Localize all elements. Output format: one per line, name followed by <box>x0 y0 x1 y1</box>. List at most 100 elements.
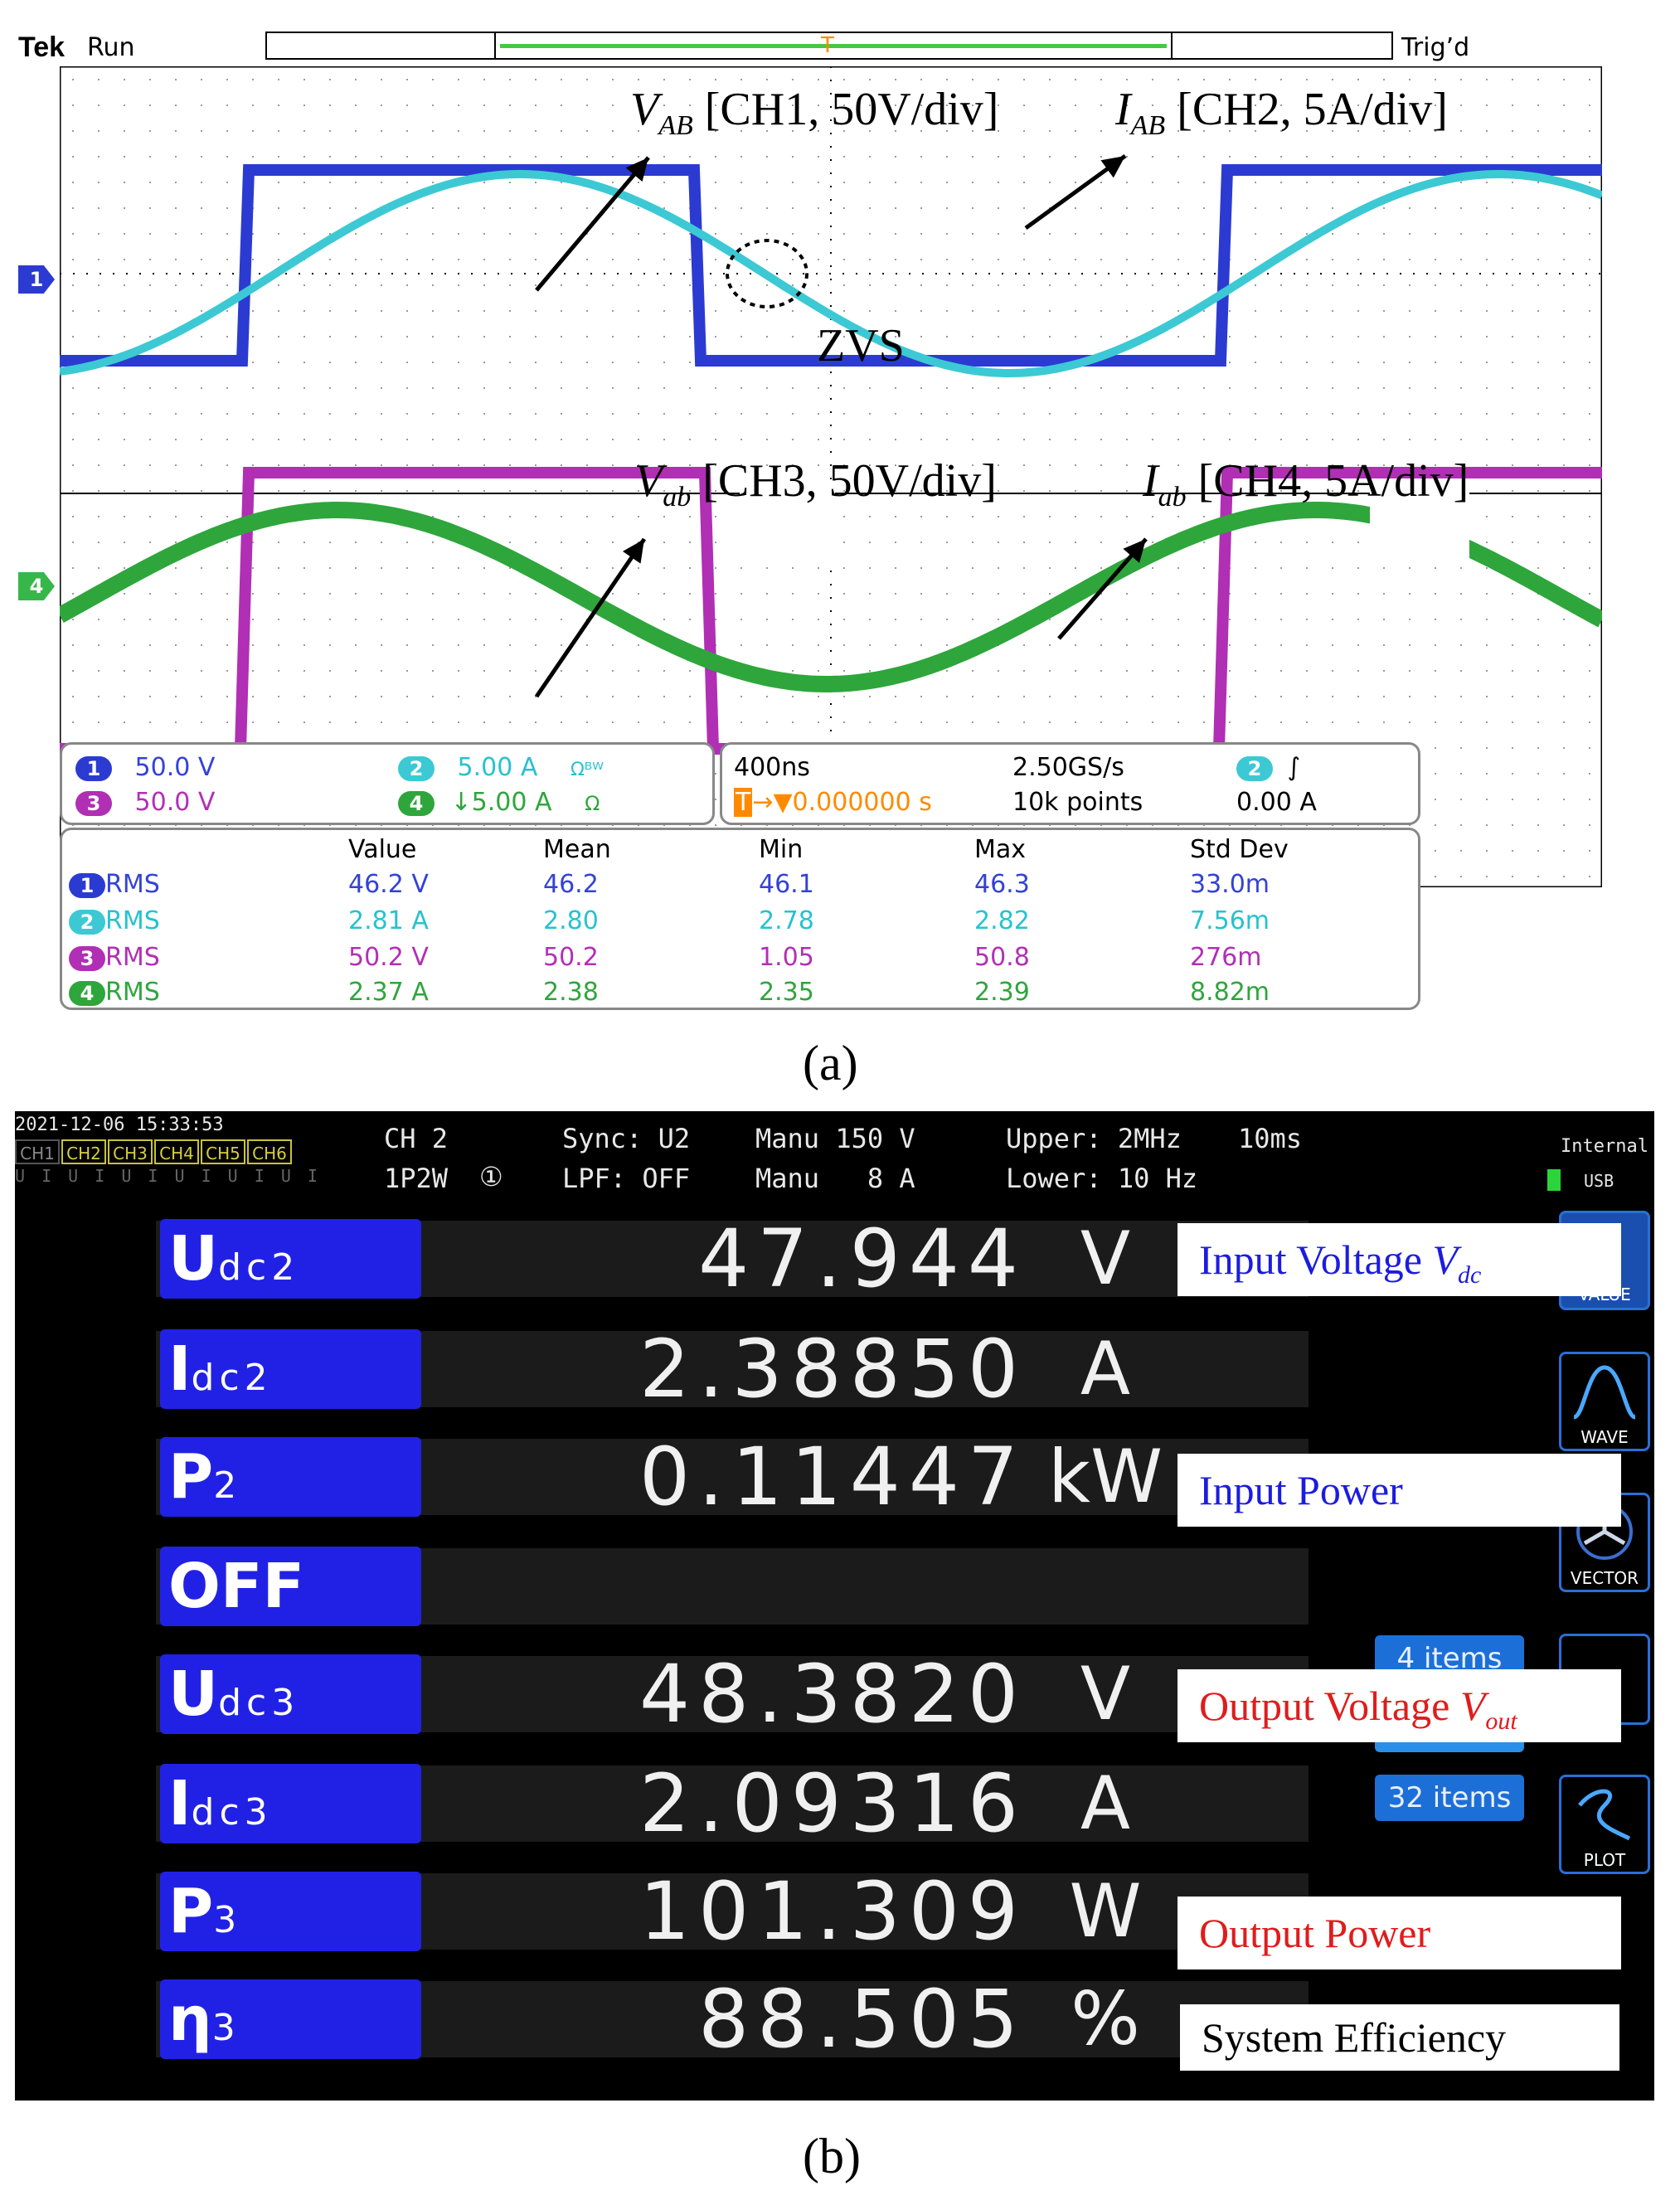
run-state: Run <box>87 33 135 62</box>
item-label-subscript: 3 <box>213 1899 242 1941</box>
item-unit: V <box>1080 1216 1131 1301</box>
channel-tab-ch5: CH5 <box>201 1139 245 1164</box>
trigger-level: 0.00 A <box>1236 788 1317 817</box>
plot-icon <box>1578 1789 1631 1841</box>
item-label[interactable]: η3 <box>160 1979 421 2059</box>
item-label-symbol: P <box>168 1441 214 1513</box>
table-row: 2 RMS <box>69 906 160 935</box>
item-label-symbol: η <box>168 1984 212 2055</box>
item-value: 2.38850 <box>639 1323 1027 1416</box>
item-label-symbol: OFF <box>168 1551 305 1622</box>
item-label[interactable]: OFF <box>160 1547 421 1626</box>
datetime: 2021-12-06 15:33:53 <box>15 1115 224 1135</box>
update-interval: 10ms <box>1238 1123 1303 1154</box>
ch4-rms-mean: 2.38 <box>543 978 599 1007</box>
time-per-division: 400ns <box>734 753 810 782</box>
arrow-vab-ch1 <box>535 156 650 292</box>
col-header-value: Value <box>348 835 417 864</box>
plot-view-button[interactable]: PLOT <box>1559 1775 1650 1874</box>
ch4-ground-marker: 4 <box>18 572 55 600</box>
item-label-symbol: U <box>168 1223 219 1294</box>
arrow-vab-ch3 <box>534 537 647 698</box>
item-unit: % <box>1071 1976 1140 2062</box>
item-unit: V <box>1080 1651 1131 1736</box>
item-label-subscript: dc2 <box>191 1357 273 1399</box>
ch3-rms-max: 50.8 <box>974 943 1030 972</box>
voltage-range: Manu 150 V <box>755 1123 915 1154</box>
channel-tab-ch4: CH4 <box>154 1139 199 1164</box>
record-view-indicator <box>500 44 1167 48</box>
arrow-iab-ch4 <box>1057 537 1148 640</box>
ch2-rms-value: 2.81 A <box>348 906 429 935</box>
item-unit: W <box>1069 1868 1142 1954</box>
item-label-symbol: I <box>168 1768 192 1839</box>
callout-input-voltage: Input Voltage Vdc <box>1177 1223 1621 1296</box>
trigger-state: Trig’d <box>1401 33 1470 62</box>
col-header-max: Max <box>974 835 1027 864</box>
storage-label: Internal <box>1561 1136 1648 1157</box>
callout-output-power: Output Power <box>1177 1897 1621 1969</box>
sync-source: Sync: U2 <box>562 1123 691 1154</box>
item-label-subscript: dc3 <box>191 1791 273 1833</box>
timebase-readout: 400ns T→▼0.000000 s 2.50GS/s 10k points … <box>720 742 1420 825</box>
ch1-rms-mean: 46.2 <box>543 870 599 899</box>
item-label[interactable]: Udc3 <box>160 1654 421 1734</box>
annotation-iab-ch4: Iab [CH4, 5A/div] <box>1143 455 1469 513</box>
ch4-scale: 4 ↓5.00 A Ω <box>398 788 600 817</box>
ch3-rms-mean: 50.2 <box>543 943 599 972</box>
item-label[interactable]: Udc2 <box>160 1219 421 1299</box>
label-gap-ch3 <box>740 481 835 564</box>
item-value: 2.09316 <box>639 1757 1027 1850</box>
caption-a: (a) <box>803 1036 858 1090</box>
record-view-window <box>494 32 1173 60</box>
wiring-number: ① <box>479 1161 503 1192</box>
ch2-rms-mean: 2.80 <box>543 906 599 935</box>
callout-system-efficiency: System Efficiency <box>1180 2004 1619 2071</box>
trigger-position-icon: T <box>821 33 834 58</box>
channel-mode-strip: U I U I U I U I U I U I <box>15 1166 321 1186</box>
table-row: 4 RMS <box>69 978 160 1007</box>
items-32-button[interactable]: 32 items <box>1375 1775 1524 1821</box>
channel-tab-ch2: CH2 <box>61 1139 106 1164</box>
item-label[interactable]: Idc3 <box>160 1764 421 1843</box>
lpf-setting: LPF: OFF <box>562 1163 691 1194</box>
arrow-iab-ch2 <box>1024 153 1127 231</box>
item-label-subscript: 2 <box>213 1464 242 1507</box>
item-label[interactable]: Idc2 <box>160 1329 421 1409</box>
trigger-position: T→▼0.000000 s <box>734 788 932 817</box>
ch1-scale: 1 50.0 V <box>75 753 215 782</box>
item-unit: kW <box>1048 1434 1163 1519</box>
measurement-table: Value Mean Min Max Std Dev 1 RMS 46.2 V 4… <box>60 828 1420 1010</box>
label-gap-ch4 <box>1370 481 1469 564</box>
item-label[interactable]: P2 <box>160 1437 421 1517</box>
ch4-rms-std: 8.82m <box>1190 978 1270 1007</box>
item-label-symbol: U <box>168 1659 219 1730</box>
selected-channel: CH 2 <box>384 1123 449 1154</box>
ch4-current-trace <box>60 502 1602 692</box>
item-label[interactable]: P3 <box>160 1872 421 1951</box>
ch1-rms-min: 46.1 <box>759 870 814 899</box>
wave-icon <box>1572 1365 1637 1420</box>
wave-view-button[interactable]: WAVE <box>1559 1352 1650 1451</box>
caption-b: (b) <box>803 2129 861 2183</box>
table-row: 1 RMS <box>69 870 160 899</box>
ch1-rms-std: 33.0m <box>1190 870 1270 899</box>
col-header-min: Min <box>759 835 804 864</box>
channel-tabs: CH1 CH2 CH3 CH4 CH5 CH6 <box>15 1139 294 1164</box>
ch2-rms-max: 2.82 <box>974 906 1030 935</box>
item-label-symbol: I <box>168 1333 192 1405</box>
ch3-rms-value: 50.2 V <box>348 943 429 972</box>
power-analyzer-screen: 2021-12-06 15:33:53 CH1 CH2 CH3 CH4 CH5 CH6 U… <box>15 1111 1654 2101</box>
item-label-subscript: 3 <box>211 2007 240 2049</box>
ch1-voltage-trace <box>60 164 1602 367</box>
item-unit <box>1035 1547 1176 1626</box>
annotation-arrows <box>534 153 1148 698</box>
col-header-std-dev: Std Dev <box>1190 835 1289 864</box>
current-range: Manu 8 A <box>755 1163 915 1194</box>
callout-input-power: Input Power <box>1177 1454 1621 1527</box>
item-value: 101.309 <box>639 1865 1027 1958</box>
zvs-label: ZVS <box>817 320 905 372</box>
channel-tab-ch6: CH6 <box>247 1139 292 1164</box>
ch2-current-trace <box>60 170 1602 377</box>
annotation-vab-ch1: VAB [CH1, 50V/div] <box>630 84 999 142</box>
